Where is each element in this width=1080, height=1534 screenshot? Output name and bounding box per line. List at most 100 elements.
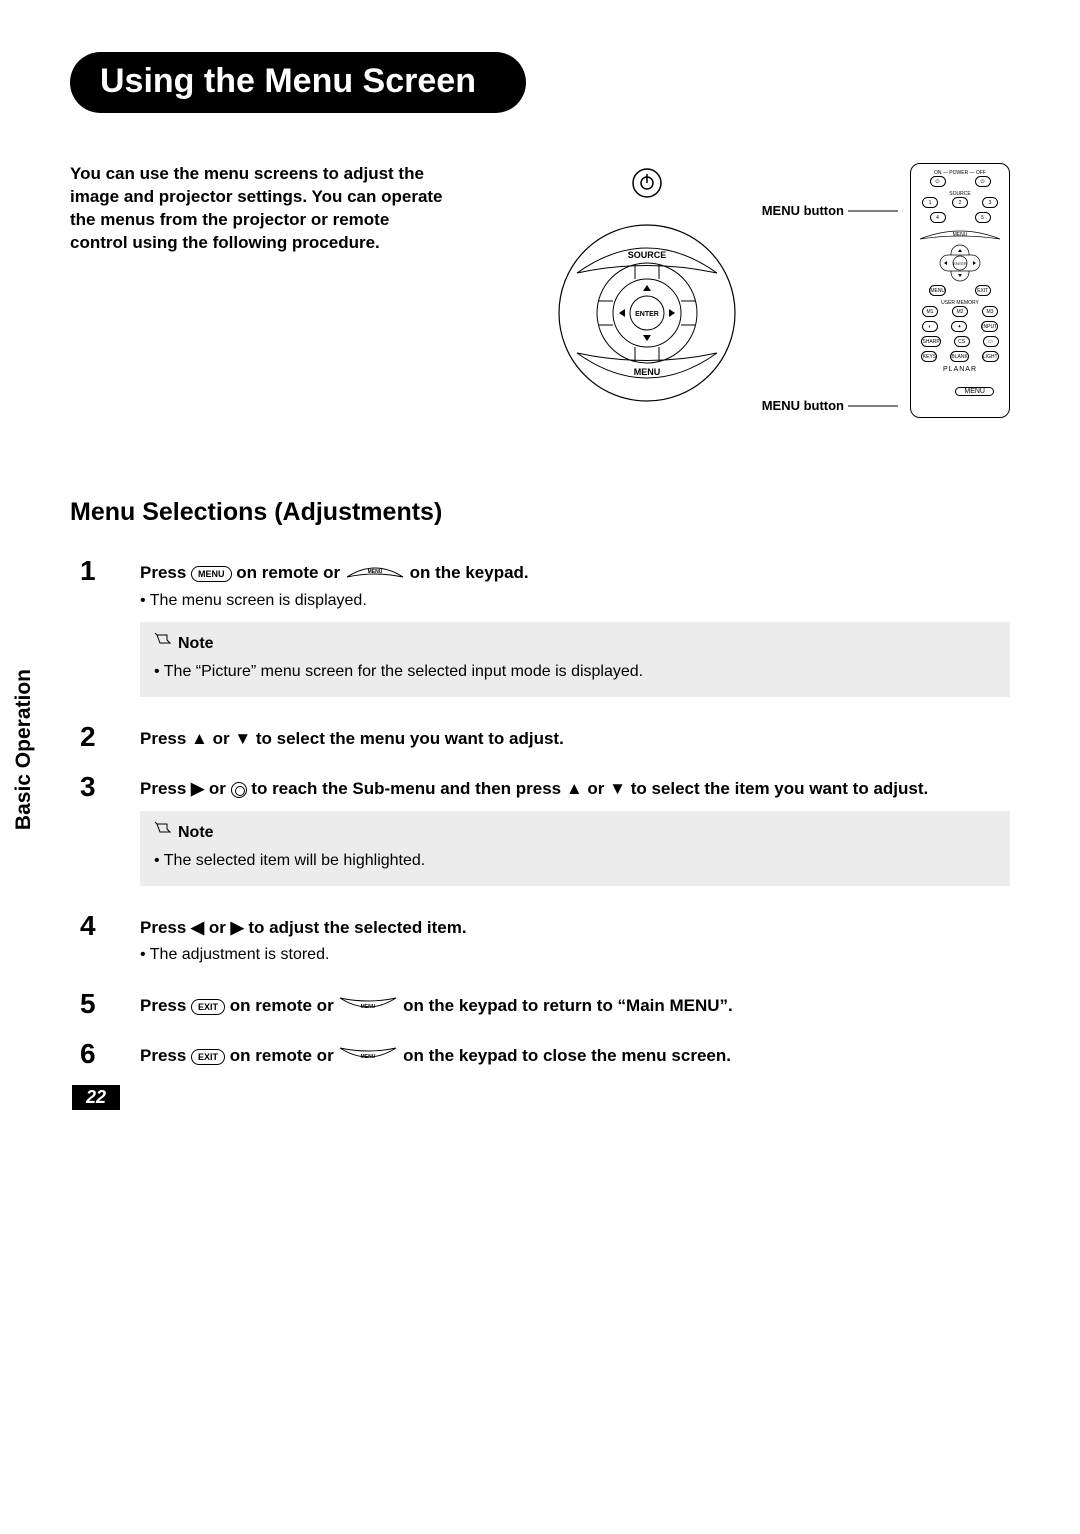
step3-a: Press [140, 779, 191, 798]
step-1: 1 Press MENU on remote or MENU on the ke… [80, 557, 1010, 701]
page: Using the Menu Screen You can use the me… [0, 0, 1080, 1150]
enter-circle-icon [231, 782, 247, 798]
remote-menu-btn: MENU [929, 285, 946, 296]
svg-text:MENU: MENU [361, 1054, 376, 1060]
step-num: 1 [80, 557, 110, 701]
svg-text:MENU: MENU [368, 569, 383, 575]
exit-btn-icon: EXIT [191, 999, 225, 1015]
callout-bottom: MENU button [762, 398, 844, 413]
svg-text:ENTER: ENTER [635, 311, 659, 318]
keypad-leaf-icon: MENU [338, 996, 398, 1017]
svg-text:MENU: MENU [361, 1004, 376, 1010]
side-tab-text: Basic Operation [12, 669, 36, 830]
step4-c: to adjust the selected item. [244, 918, 467, 937]
down-triangle-icon: ▼ [609, 779, 626, 798]
keypad-leaf-icon: MENU [345, 563, 405, 584]
remote-exit-btn: EXIT [975, 285, 991, 296]
keypad-leaf-icon: MENU [338, 1046, 398, 1067]
svg-text:MENU: MENU [953, 232, 968, 238]
step-num: 4 [80, 912, 110, 968]
step-4: 4 Press ◀ or ▶ to adjust the selected it… [80, 912, 1010, 968]
step4-mid: or [204, 918, 230, 937]
left-triangle-icon: ◀ [191, 918, 204, 937]
keypad-svg: SOURCE MENU ENTER [552, 163, 742, 423]
up-triangle-icon: ▲ [566, 779, 583, 798]
step2-a: Press [140, 729, 191, 748]
svg-text:ENTER: ENTER [953, 261, 967, 266]
step-5: 5 Press EXIT on remote or MENU on the ke… [80, 990, 1010, 1018]
remote-src-5: 5 [975, 212, 991, 223]
note-icon [154, 821, 172, 844]
remote-off-btn: ⏻ [975, 176, 991, 187]
step-num: 2 [80, 723, 110, 751]
menu-btn-icon: MENU [191, 566, 232, 582]
step-2: 2 Press ▲ or ▼ to select the menu you wa… [80, 723, 1010, 751]
remote-brand: PLANAR [915, 366, 1005, 373]
remote-src-4: 4 [930, 212, 946, 223]
step1-bullet: The menu screen is displayed. [140, 592, 1010, 610]
step-6: 6 Press EXIT on remote or MENU on the ke… [80, 1040, 1010, 1068]
step1-a: Press [140, 563, 191, 582]
step3-d: to select the item you want to adjust. [626, 779, 928, 798]
step2-c: to select the menu you want to adjust. [251, 729, 564, 748]
remote-on-btn: ⏻ [930, 176, 946, 187]
step6-a: Press [140, 1046, 191, 1065]
step6-b: on remote or [225, 1046, 338, 1065]
page-number: 22 [72, 1085, 120, 1110]
step-3: 3 Press ▶ or to reach the Sub-menu and t… [80, 773, 1010, 890]
step-num: 3 [80, 773, 110, 890]
side-tab: Basic Operation [8, 550, 40, 830]
step1-note-text: The “Picture” menu screen for the select… [154, 663, 996, 681]
note-icon [154, 632, 172, 655]
step1-c: on the keypad. [405, 563, 529, 582]
step5-a: Press [140, 996, 191, 1015]
remote-light: LIGHT [982, 351, 999, 362]
note-label: Note [178, 824, 214, 842]
step3-c: to reach the Sub-menu and then press [247, 779, 566, 798]
right-triangle-icon: ▶ [191, 779, 204, 798]
svg-text:MENU: MENU [633, 367, 660, 377]
step4-bullet: The adjustment is stored. [140, 946, 1010, 964]
remote-iris: ◐ [922, 321, 938, 332]
intro-row: You can use the menu screens to adjust t… [70, 163, 1010, 428]
svg-text:SOURCE: SOURCE [627, 250, 666, 260]
right-triangle-icon: ▶ [231, 918, 244, 937]
step3-note-text: The selected item will be highlighted. [154, 852, 996, 870]
step3-note: Note The selected item will be highlight… [140, 811, 1010, 886]
remote-input: INPUT [981, 321, 998, 332]
diagram-area: SOURCE MENU ENTER [480, 163, 1010, 428]
step4-a: Press [140, 918, 191, 937]
section-title: Menu Selections (Adjustments) [70, 498, 1010, 527]
remote-m3: M3 [982, 306, 998, 317]
remote-m1: M1 [922, 306, 938, 317]
callout-top: MENU button [762, 203, 844, 218]
remote-pic: ▭ [983, 336, 999, 347]
remote-src-2: 2 [952, 197, 968, 208]
step1-b: on remote or [232, 563, 345, 582]
up-triangle-icon: ▲ [191, 729, 208, 748]
remote-big-menu: MENU [955, 387, 994, 396]
remote-auto: ✦ [951, 321, 967, 332]
page-title: Using the Menu Screen [100, 62, 476, 100]
page-title-pill: Using the Menu Screen [70, 52, 526, 113]
steps-list: 1 Press MENU on remote or MENU on the ke… [70, 557, 1010, 1068]
remote-power-label: POWER [949, 170, 968, 176]
remote-sharp: SHARP [921, 336, 940, 347]
step2-mid: or [208, 729, 234, 748]
remote-src-3: 3 [982, 197, 998, 208]
step1-note: Note The “Picture” menu screen for the s… [140, 622, 1010, 697]
exit-btn-icon: EXIT [191, 1049, 225, 1065]
keypad-diagram: SOURCE MENU ENTER [552, 163, 742, 428]
down-triangle-icon: ▼ [234, 729, 251, 748]
step-num: 5 [80, 990, 110, 1018]
note-label: Note [178, 635, 214, 653]
intro-text: You can use the menu screens to adjust t… [70, 163, 450, 428]
step3-mid2: or [583, 779, 609, 798]
step-num: 6 [80, 1040, 110, 1068]
remote-keys: KEYS [921, 351, 937, 362]
remote-cs: CS [954, 336, 970, 347]
step6-c: on the keypad to close the menu screen. [398, 1046, 731, 1065]
remote-m2: M2 [952, 306, 968, 317]
remote-src-1: 1 [922, 197, 938, 208]
step3-mid: or [204, 779, 230, 798]
